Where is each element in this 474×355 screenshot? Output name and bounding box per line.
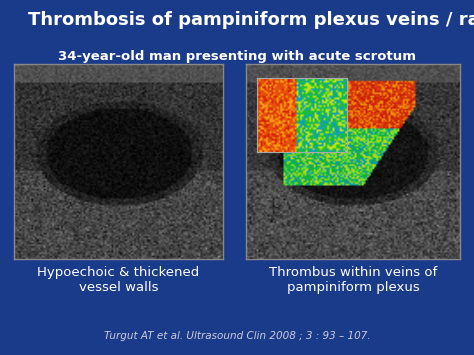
Text: Thrombosis of pampiniform plexus veins / rare: Thrombosis of pampiniform plexus veins /… bbox=[28, 11, 474, 29]
Text: 34-year-old man presenting with acute scrotum: 34-year-old man presenting with acute sc… bbox=[58, 50, 416, 63]
Text: Turgut AT et al. Ultrasound Clin 2008 ; 3 : 93 – 107.: Turgut AT et al. Ultrasound Clin 2008 ; … bbox=[104, 331, 370, 341]
Text: Hypoechoic & thickened
vessel walls: Hypoechoic & thickened vessel walls bbox=[37, 266, 200, 294]
Text: Thrombus within veins of
pampiniform plexus: Thrombus within veins of pampiniform ple… bbox=[269, 266, 437, 294]
